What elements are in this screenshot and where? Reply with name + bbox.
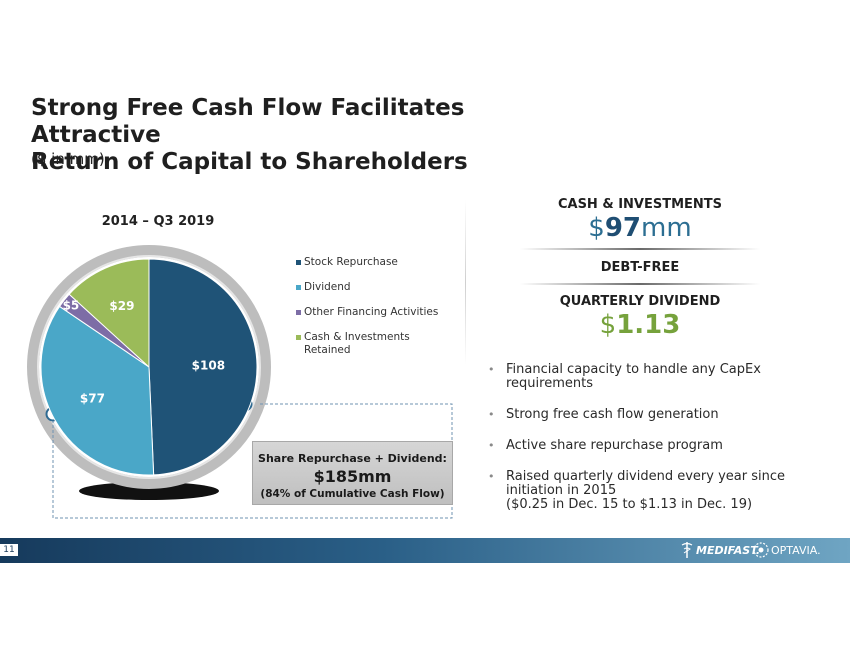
bullet-text: Financial capacity to handle any CapEx r… bbox=[506, 362, 761, 391]
slide-subtitle: ($ in mm) bbox=[31, 150, 105, 168]
kpi-rule bbox=[520, 248, 760, 250]
slice-cash-retained bbox=[68, 258, 150, 369]
optavia-logo: OPTAVIA. bbox=[771, 544, 821, 557]
pie-ring bbox=[27, 245, 271, 489]
footer-bar: 11 MEDIFAST. OPTAVIA. bbox=[0, 538, 850, 563]
bullet-text: Strong free cash flow generation bbox=[506, 407, 719, 422]
dividend-prefix: $ bbox=[599, 310, 617, 340]
legend-swatch bbox=[296, 260, 301, 265]
list-item: • Active share repurchase program bbox=[484, 439, 814, 453]
pie-chart: $108 $77 $5 $29 bbox=[27, 245, 453, 519]
medifast-logo: MEDIFAST. bbox=[696, 544, 761, 557]
dividend-number: 1.13 bbox=[616, 310, 681, 340]
list-item: • Raised quarterly dividend every year si… bbox=[484, 470, 814, 512]
bullet-dot-icon: • bbox=[488, 439, 495, 452]
data-label-dividend: $77 bbox=[80, 392, 105, 406]
chart-legend: Stock Repurchase Dividend Other Financin… bbox=[296, 256, 446, 369]
legend-item-dividend: Dividend bbox=[296, 281, 446, 294]
cash-suffix: mm bbox=[641, 213, 692, 243]
bullet-text: Raised quarterly dividend every year sin… bbox=[506, 469, 785, 498]
cash-prefix: $ bbox=[588, 213, 605, 243]
legend-label: Dividend bbox=[304, 281, 351, 293]
legend-swatch bbox=[296, 310, 301, 315]
vertical-divider bbox=[465, 200, 466, 365]
data-label-stock-repurchase: $108 bbox=[192, 359, 225, 373]
pie-slices bbox=[40, 258, 258, 476]
legend-item-cash-retained: Cash & Investments Retained bbox=[296, 331, 446, 357]
data-label-cash-retained: $29 bbox=[109, 299, 134, 313]
list-item: • Strong free cash flow generation bbox=[484, 408, 814, 422]
pie-data-labels: $108 $77 $5 $29 bbox=[63, 299, 226, 406]
optavia-logo-icon bbox=[753, 542, 769, 558]
callout-box: Share Repurchase + Dividend: $185mm (84%… bbox=[252, 441, 453, 505]
bullet-dot-icon: • bbox=[488, 363, 495, 376]
pie-ring-highlight bbox=[37, 255, 261, 479]
medifast-caduceus-icon bbox=[681, 542, 693, 558]
slide-title-line2: Return of Capital to Shareholders bbox=[31, 149, 468, 175]
bullet-subtext: ($0.25 in Dec. 15 to $1.13 in Dec. 19) bbox=[506, 497, 753, 512]
slide-title-line1: Strong Free Cash Flow Facilitates Attrac… bbox=[31, 95, 465, 148]
legend-swatch bbox=[296, 285, 301, 290]
legend-label: Other Financing Activities bbox=[304, 306, 439, 318]
legend-item-stock-repurchase: Stock Repurchase bbox=[296, 256, 446, 269]
slice-dividend bbox=[40, 305, 155, 476]
bullet-dot-icon: • bbox=[488, 408, 495, 421]
quarterly-dividend-value: $1.13 bbox=[540, 310, 740, 340]
legend-label: Stock Repurchase bbox=[304, 256, 398, 268]
legend-label: Cash & Investments Retained bbox=[304, 331, 410, 356]
page-number: 11 bbox=[0, 544, 18, 556]
list-item: • Financial capacity to handle any CapEx … bbox=[484, 363, 814, 391]
kpi-rule bbox=[520, 283, 760, 285]
highlights-list: • Financial capacity to handle any CapEx … bbox=[484, 363, 814, 529]
callout-amount: $185mm bbox=[313, 467, 392, 486]
bullet-dot-icon: • bbox=[488, 470, 495, 483]
cash-investments-value: $97mm bbox=[540, 213, 740, 243]
chart-title: 2014 – Q3 2019 bbox=[101, 214, 215, 229]
pie-base-shadow bbox=[79, 482, 219, 500]
cash-investments-label: CASH & INVESTMENTS bbox=[557, 197, 723, 212]
slice-stock-repurchase bbox=[148, 258, 258, 476]
callout-heading: Share Repurchase + Dividend: bbox=[258, 452, 447, 465]
legend-swatch bbox=[296, 335, 301, 340]
slide-title: Strong Free Cash Flow Facilitates Attrac… bbox=[31, 95, 591, 176]
debt-free-label: DEBT-FREE bbox=[600, 260, 680, 275]
quarterly-dividend-label: QUARTERLY DIVIDEND bbox=[559, 294, 721, 309]
cash-number: 97 bbox=[604, 213, 642, 243]
legend-item-other-financing: Other Financing Activities bbox=[296, 306, 446, 319]
data-label-other-financing: $5 bbox=[63, 299, 80, 313]
callout-note: (84% of Cumulative Cash Flow) bbox=[260, 488, 445, 500]
bullet-text: Active share repurchase program bbox=[506, 438, 723, 453]
